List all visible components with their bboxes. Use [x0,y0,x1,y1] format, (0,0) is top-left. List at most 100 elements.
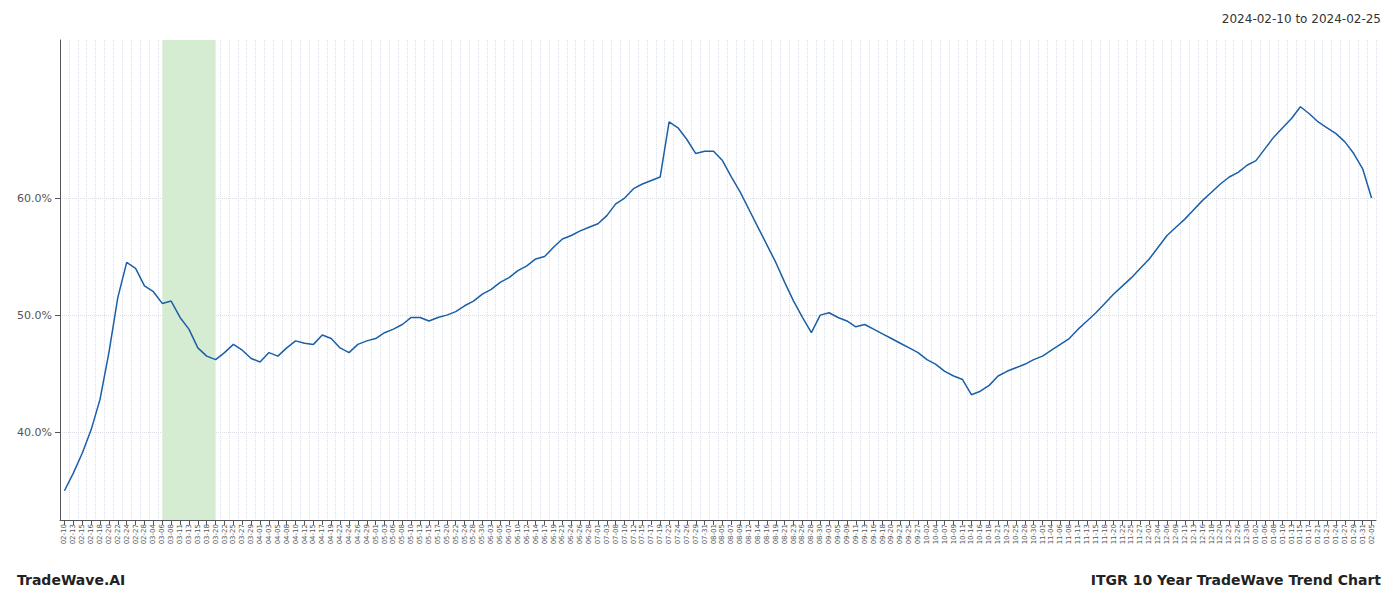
svg-text:10-09: 10-09 [950,524,958,544]
svg-text:05-03: 05-03 [381,524,389,544]
svg-text:01-31: 01-31 [1359,524,1367,544]
svg-text:06-24: 06-24 [567,523,575,544]
svg-text:12-04: 12-04 [1154,523,1162,544]
svg-text:06-28: 06-28 [585,524,593,544]
svg-text:10-07: 10-07 [941,524,949,544]
svg-text:ITGR 10 Year TradeWave Trend C: ITGR 10 Year TradeWave Trend Chart [1091,572,1381,588]
svg-text:50.0%: 50.0% [17,309,52,322]
svg-text:08-14: 08-14 [754,523,762,544]
svg-text:01-15: 01-15 [1296,524,1304,544]
svg-text:02-24: 02-24 [123,523,131,544]
svg-text:02-10: 02-10 [60,524,68,544]
svg-text:2024-02-10 to 2024-02-25: 2024-02-10 to 2024-02-25 [1222,12,1381,26]
svg-text:11-25: 11-25 [1127,524,1135,544]
svg-text:10-18: 10-18 [985,524,993,544]
svg-text:07-15: 07-15 [638,524,646,544]
svg-text:05-28: 05-28 [469,524,477,544]
svg-text:TradeWave.AI: TradeWave.AI [17,572,125,588]
svg-text:04-29: 04-29 [363,524,371,544]
svg-text:05-13: 05-13 [416,524,424,544]
svg-text:01-13: 01-13 [1288,524,1296,544]
svg-text:11-27: 11-27 [1136,524,1144,544]
svg-text:02-28: 02-28 [140,524,148,544]
svg-text:03-04: 03-04 [149,523,157,544]
svg-text:05-24: 05-24 [461,523,469,544]
svg-text:08-12: 08-12 [745,524,753,544]
svg-text:10-30: 10-30 [1030,524,1038,544]
svg-text:04-12: 04-12 [301,524,309,544]
svg-text:01-24: 01-24 [1332,523,1340,544]
svg-text:09-20: 09-20 [887,524,895,544]
svg-text:06-14: 06-14 [532,523,540,544]
svg-text:05-06: 05-06 [389,523,397,544]
svg-text:01-10: 01-10 [1279,524,1287,544]
svg-text:09-09: 09-09 [843,524,851,544]
svg-text:08-07: 08-07 [727,524,735,544]
svg-text:08-09: 08-09 [736,524,744,544]
svg-text:06-19: 06-19 [550,524,558,544]
svg-text:12-13: 12-13 [1190,524,1198,544]
svg-text:09-16: 09-16 [870,523,878,544]
svg-text:06-26: 06-26 [576,523,584,544]
svg-text:07-22: 07-22 [665,524,673,544]
svg-text:01-27: 01-27 [1341,524,1349,544]
svg-text:03-20: 03-20 [212,524,220,544]
svg-text:06-21: 06-21 [558,524,566,544]
svg-text:11-11: 11-11 [1074,524,1082,544]
svg-text:11-13: 11-13 [1083,524,1091,544]
svg-text:06-03: 06-03 [487,524,495,544]
svg-text:10-11: 10-11 [959,524,967,544]
svg-text:02-13: 02-13 [69,524,77,544]
svg-text:12-23: 12-23 [1225,524,1233,544]
svg-text:07-01: 07-01 [594,524,602,544]
svg-text:08-26: 08-26 [798,523,806,544]
svg-text:11-18: 11-18 [1101,524,1109,544]
svg-text:05-30: 05-30 [478,524,486,544]
svg-text:03-18: 03-18 [203,524,211,544]
svg-text:07-19: 07-19 [656,524,664,544]
svg-text:09-03: 09-03 [825,524,833,544]
svg-text:07-08: 07-08 [612,524,620,544]
svg-text:09-13: 09-13 [861,524,869,544]
svg-text:11-01: 11-01 [1039,524,1047,544]
svg-text:08-28: 08-28 [807,524,815,544]
svg-text:07-12: 07-12 [630,524,638,544]
svg-text:04-10: 04-10 [292,524,300,544]
svg-text:12-11: 12-11 [1181,524,1189,544]
svg-text:04-05: 04-05 [274,524,282,544]
svg-text:01-29: 01-29 [1350,524,1358,544]
svg-text:05-22: 05-22 [452,524,460,544]
svg-text:03-08: 03-08 [167,524,175,544]
svg-text:09-23: 09-23 [896,524,904,544]
svg-text:04-26: 04-26 [354,523,362,544]
svg-text:10-16: 10-16 [976,523,984,544]
svg-text:05-08: 05-08 [398,524,406,544]
svg-text:05-10: 05-10 [407,524,415,544]
svg-text:03-25: 03-25 [229,524,237,544]
svg-text:02-05: 02-05 [1368,524,1376,544]
svg-text:05-15: 05-15 [425,524,433,544]
svg-text:07-10: 07-10 [621,524,629,544]
svg-text:09-11: 09-11 [852,524,860,544]
svg-text:07-17: 07-17 [647,524,655,544]
svg-text:08-21: 08-21 [781,524,789,544]
svg-text:02-20: 02-20 [105,524,113,544]
svg-text:01-08: 01-08 [1270,524,1278,544]
svg-text:08-30: 08-30 [816,524,824,544]
svg-text:04-08: 04-08 [283,524,291,544]
svg-text:03-29: 03-29 [247,524,255,544]
svg-text:07-26: 07-26 [683,523,691,544]
svg-text:09-27: 09-27 [914,524,922,544]
svg-text:07-29: 07-29 [692,524,700,544]
svg-text:04-17: 04-17 [318,524,326,544]
svg-text:11-22: 11-22 [1119,524,1127,544]
svg-text:01-02: 01-02 [1252,524,1260,544]
svg-text:10-23: 10-23 [1003,524,1011,544]
svg-text:06-10: 06-10 [514,524,522,544]
svg-text:06-05: 06-05 [496,524,504,544]
svg-text:05-20: 05-20 [443,524,451,544]
svg-text:07-24: 07-24 [674,523,682,544]
svg-text:60.0%: 60.0% [17,192,52,205]
svg-text:03-15: 03-15 [194,524,202,544]
svg-text:04-24: 04-24 [345,523,353,544]
